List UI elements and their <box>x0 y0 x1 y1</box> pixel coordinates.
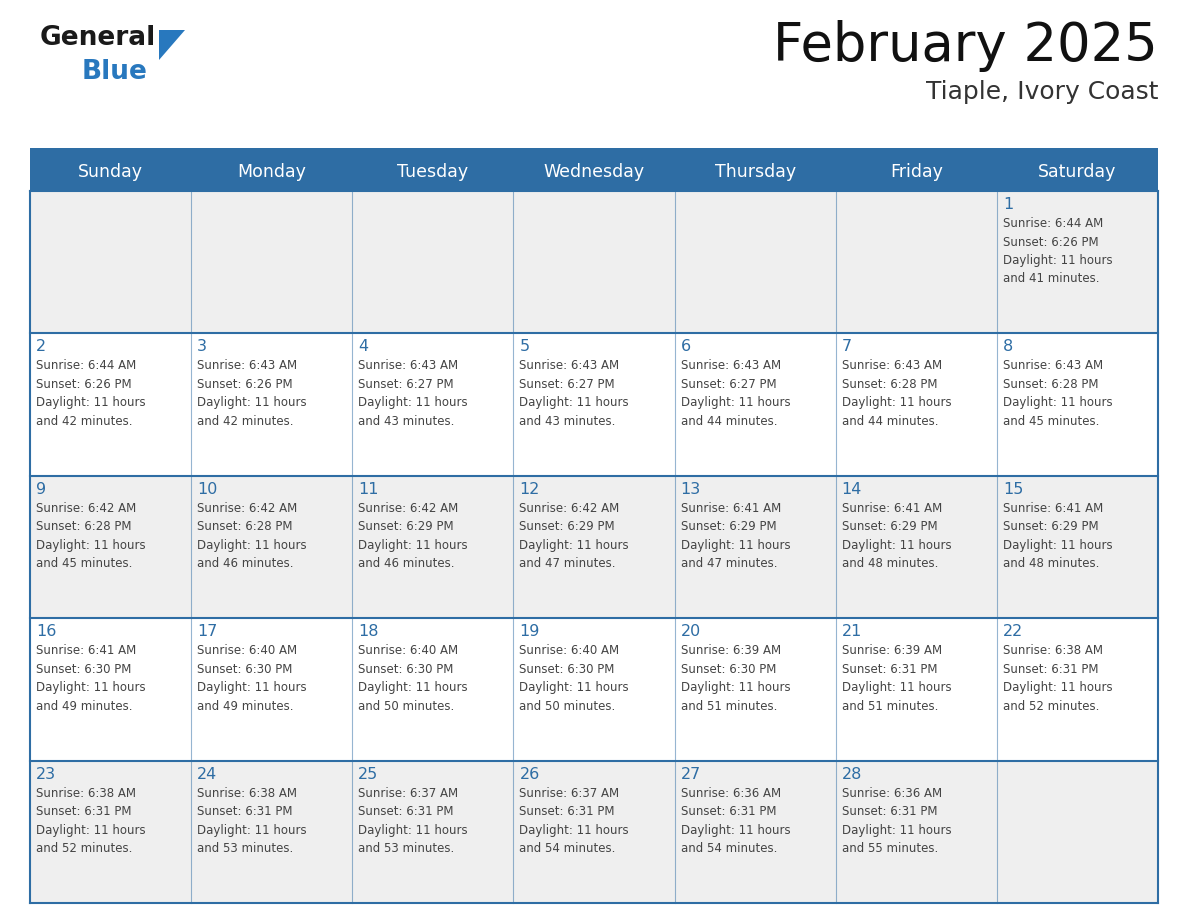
Text: Friday: Friday <box>890 163 943 181</box>
Text: Sunrise: 6:41 AM
Sunset: 6:29 PM
Daylight: 11 hours
and 47 minutes.: Sunrise: 6:41 AM Sunset: 6:29 PM Dayligh… <box>681 502 790 570</box>
Text: 1: 1 <box>1003 197 1013 212</box>
Text: 16: 16 <box>36 624 56 639</box>
Text: 23: 23 <box>36 767 56 781</box>
Text: Sunrise: 6:37 AM
Sunset: 6:31 PM
Daylight: 11 hours
and 54 minutes.: Sunrise: 6:37 AM Sunset: 6:31 PM Dayligh… <box>519 787 630 855</box>
Text: Sunrise: 6:38 AM
Sunset: 6:31 PM
Daylight: 11 hours
and 53 minutes.: Sunrise: 6:38 AM Sunset: 6:31 PM Dayligh… <box>197 787 307 855</box>
Bar <box>30 761 1158 903</box>
Text: 26: 26 <box>519 767 539 781</box>
Text: 7: 7 <box>842 340 852 354</box>
Text: 13: 13 <box>681 482 701 497</box>
Text: Sunrise: 6:36 AM
Sunset: 6:31 PM
Daylight: 11 hours
and 55 minutes.: Sunrise: 6:36 AM Sunset: 6:31 PM Dayligh… <box>842 787 952 855</box>
Text: Sunday: Sunday <box>78 163 143 181</box>
Text: 21: 21 <box>842 624 862 639</box>
Bar <box>30 191 1158 333</box>
Text: Sunrise: 6:42 AM
Sunset: 6:29 PM
Daylight: 11 hours
and 47 minutes.: Sunrise: 6:42 AM Sunset: 6:29 PM Dayligh… <box>519 502 630 570</box>
Text: February 2025: February 2025 <box>773 20 1158 72</box>
Text: 19: 19 <box>519 624 539 639</box>
Text: Thursday: Thursday <box>714 163 796 181</box>
Text: 25: 25 <box>359 767 379 781</box>
Text: Sunrise: 6:42 AM
Sunset: 6:28 PM
Daylight: 11 hours
and 45 minutes.: Sunrise: 6:42 AM Sunset: 6:28 PM Dayligh… <box>36 502 146 570</box>
Text: Sunrise: 6:39 AM
Sunset: 6:31 PM
Daylight: 11 hours
and 51 minutes.: Sunrise: 6:39 AM Sunset: 6:31 PM Dayligh… <box>842 644 952 712</box>
Text: 20: 20 <box>681 624 701 639</box>
Text: Sunrise: 6:40 AM
Sunset: 6:30 PM
Daylight: 11 hours
and 50 minutes.: Sunrise: 6:40 AM Sunset: 6:30 PM Dayligh… <box>519 644 630 712</box>
Text: 10: 10 <box>197 482 217 497</box>
Text: 8: 8 <box>1003 340 1013 354</box>
Text: 28: 28 <box>842 767 862 781</box>
Text: Sunrise: 6:42 AM
Sunset: 6:29 PM
Daylight: 11 hours
and 46 minutes.: Sunrise: 6:42 AM Sunset: 6:29 PM Dayligh… <box>359 502 468 570</box>
Text: 17: 17 <box>197 624 217 639</box>
Text: 6: 6 <box>681 340 690 354</box>
Text: Sunrise: 6:40 AM
Sunset: 6:30 PM
Daylight: 11 hours
and 49 minutes.: Sunrise: 6:40 AM Sunset: 6:30 PM Dayligh… <box>197 644 307 712</box>
Text: Tiaple, Ivory Coast: Tiaple, Ivory Coast <box>925 80 1158 104</box>
Text: Sunrise: 6:44 AM
Sunset: 6:26 PM
Daylight: 11 hours
and 41 minutes.: Sunrise: 6:44 AM Sunset: 6:26 PM Dayligh… <box>1003 217 1112 285</box>
Text: 14: 14 <box>842 482 862 497</box>
Bar <box>30 476 1158 618</box>
Text: 12: 12 <box>519 482 539 497</box>
Text: Sunrise: 6:44 AM
Sunset: 6:26 PM
Daylight: 11 hours
and 42 minutes.: Sunrise: 6:44 AM Sunset: 6:26 PM Dayligh… <box>36 360 146 428</box>
Text: 5: 5 <box>519 340 530 354</box>
Text: 4: 4 <box>359 340 368 354</box>
Polygon shape <box>159 30 185 60</box>
Bar <box>30 618 1158 761</box>
Text: Sunrise: 6:43 AM
Sunset: 6:28 PM
Daylight: 11 hours
and 44 minutes.: Sunrise: 6:43 AM Sunset: 6:28 PM Dayligh… <box>842 360 952 428</box>
Text: Sunrise: 6:40 AM
Sunset: 6:30 PM
Daylight: 11 hours
and 50 minutes.: Sunrise: 6:40 AM Sunset: 6:30 PM Dayligh… <box>359 644 468 712</box>
Text: Sunrise: 6:39 AM
Sunset: 6:30 PM
Daylight: 11 hours
and 51 minutes.: Sunrise: 6:39 AM Sunset: 6:30 PM Dayligh… <box>681 644 790 712</box>
Text: Sunrise: 6:43 AM
Sunset: 6:28 PM
Daylight: 11 hours
and 45 minutes.: Sunrise: 6:43 AM Sunset: 6:28 PM Dayligh… <box>1003 360 1112 428</box>
Text: Sunrise: 6:41 AM
Sunset: 6:30 PM
Daylight: 11 hours
and 49 minutes.: Sunrise: 6:41 AM Sunset: 6:30 PM Dayligh… <box>36 644 146 712</box>
Text: Sunrise: 6:42 AM
Sunset: 6:28 PM
Daylight: 11 hours
and 46 minutes.: Sunrise: 6:42 AM Sunset: 6:28 PM Dayligh… <box>197 502 307 570</box>
Text: 11: 11 <box>359 482 379 497</box>
Text: Sunrise: 6:38 AM
Sunset: 6:31 PM
Daylight: 11 hours
and 52 minutes.: Sunrise: 6:38 AM Sunset: 6:31 PM Dayligh… <box>1003 644 1112 712</box>
Text: Monday: Monday <box>238 163 307 181</box>
Text: Sunrise: 6:38 AM
Sunset: 6:31 PM
Daylight: 11 hours
and 52 minutes.: Sunrise: 6:38 AM Sunset: 6:31 PM Dayligh… <box>36 787 146 855</box>
Bar <box>30 333 1158 476</box>
Text: Saturday: Saturday <box>1038 163 1117 181</box>
Bar <box>30 153 1158 191</box>
Text: Sunrise: 6:43 AM
Sunset: 6:27 PM
Daylight: 11 hours
and 43 minutes.: Sunrise: 6:43 AM Sunset: 6:27 PM Dayligh… <box>519 360 630 428</box>
Text: Sunrise: 6:43 AM
Sunset: 6:26 PM
Daylight: 11 hours
and 42 minutes.: Sunrise: 6:43 AM Sunset: 6:26 PM Dayligh… <box>197 360 307 428</box>
Text: Wednesday: Wednesday <box>543 163 645 181</box>
Text: 2: 2 <box>36 340 46 354</box>
Text: 15: 15 <box>1003 482 1023 497</box>
Text: 3: 3 <box>197 340 207 354</box>
Text: General: General <box>40 25 157 51</box>
Text: Sunrise: 6:41 AM
Sunset: 6:29 PM
Daylight: 11 hours
and 48 minutes.: Sunrise: 6:41 AM Sunset: 6:29 PM Dayligh… <box>842 502 952 570</box>
Text: 9: 9 <box>36 482 46 497</box>
Text: 24: 24 <box>197 767 217 781</box>
Text: Sunrise: 6:36 AM
Sunset: 6:31 PM
Daylight: 11 hours
and 54 minutes.: Sunrise: 6:36 AM Sunset: 6:31 PM Dayligh… <box>681 787 790 855</box>
Bar <box>30 148 1158 153</box>
Text: Blue: Blue <box>82 59 147 85</box>
Text: Sunrise: 6:43 AM
Sunset: 6:27 PM
Daylight: 11 hours
and 44 minutes.: Sunrise: 6:43 AM Sunset: 6:27 PM Dayligh… <box>681 360 790 428</box>
Text: 27: 27 <box>681 767 701 781</box>
Text: Tuesday: Tuesday <box>397 163 468 181</box>
Text: Sunrise: 6:41 AM
Sunset: 6:29 PM
Daylight: 11 hours
and 48 minutes.: Sunrise: 6:41 AM Sunset: 6:29 PM Dayligh… <box>1003 502 1112 570</box>
Text: Sunrise: 6:37 AM
Sunset: 6:31 PM
Daylight: 11 hours
and 53 minutes.: Sunrise: 6:37 AM Sunset: 6:31 PM Dayligh… <box>359 787 468 855</box>
Text: Sunrise: 6:43 AM
Sunset: 6:27 PM
Daylight: 11 hours
and 43 minutes.: Sunrise: 6:43 AM Sunset: 6:27 PM Dayligh… <box>359 360 468 428</box>
Text: 18: 18 <box>359 624 379 639</box>
Text: 22: 22 <box>1003 624 1023 639</box>
